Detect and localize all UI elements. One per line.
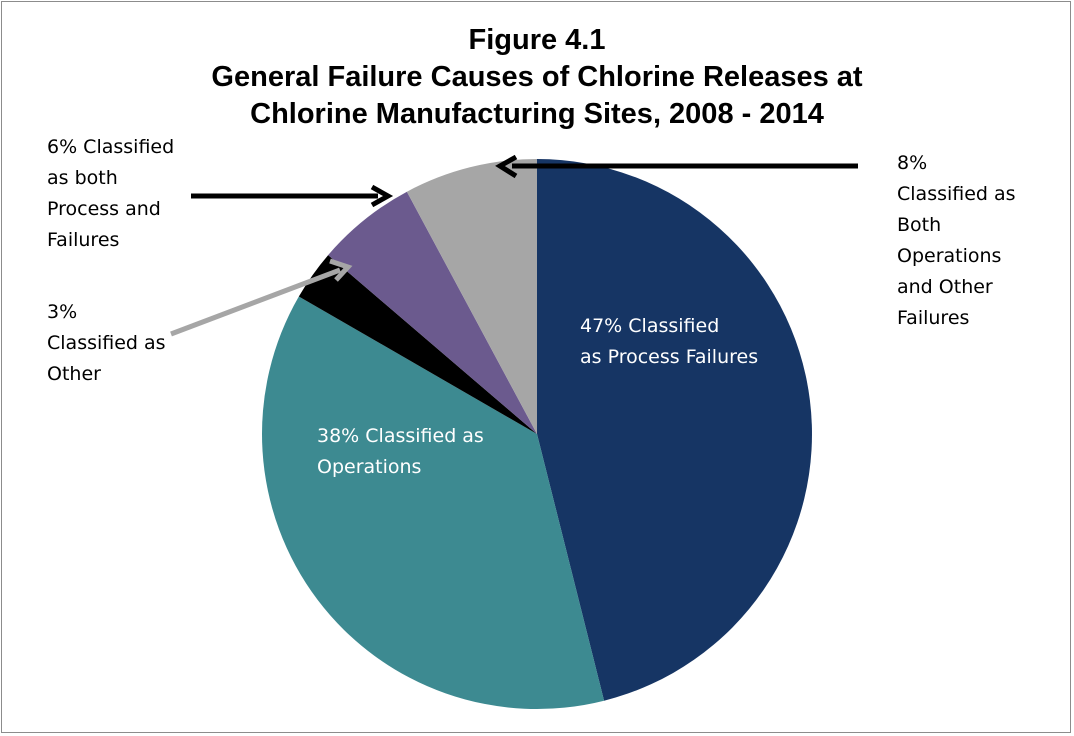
pie-slice-process-failures	[537, 159, 812, 701]
arrow-other-head	[329, 258, 353, 282]
pie-slice-operations	[261, 296, 605, 709]
label-line: 6% Classified	[47, 136, 175, 158]
label-line: 3%	[47, 301, 78, 323]
slice-label-other: 3% Classified as Other	[47, 297, 166, 390]
label-line: Both	[897, 214, 942, 236]
label-line: Operations	[317, 456, 422, 478]
chart-title-line-2: General Failure Causes of Chlorine Relea…	[211, 61, 863, 93]
chart-title-line-1: Figure 4.1	[468, 24, 606, 56]
label-line: 38% Classified as	[317, 425, 484, 447]
label-line: Operations	[897, 245, 1002, 267]
label-line: and Other	[897, 276, 993, 298]
label-line: Classified as	[897, 183, 1016, 205]
label-line: Failures	[47, 229, 120, 251]
label-line: Failures	[897, 307, 970, 329]
arrow-operations-other-head	[495, 154, 518, 179]
label-line: Classified as	[47, 332, 166, 354]
slice-label-operations-and-other: 8% Classified as Both Operations and Oth…	[897, 148, 1016, 334]
slice-label-process-failures: 47% Classified as Process Failures	[580, 311, 758, 373]
chart-title-line-3: Chlorine Manufacturing Sites, 2008 - 201…	[250, 98, 824, 130]
label-line: Process and	[47, 198, 161, 220]
label-line: Other	[47, 363, 101, 385]
label-line: as Process Failures	[580, 346, 759, 368]
slice-label-operations: 38% Classified as Operations	[317, 421, 484, 483]
label-line: as both	[47, 167, 118, 189]
arrow-other-line	[170, 267, 341, 337]
pie-slice-operations-and-other	[406, 159, 537, 434]
arrow-process-failures-head	[370, 184, 394, 208]
label-line: 8%	[897, 152, 928, 174]
label-line: 47% Classified	[580, 315, 720, 337]
pie-slice-other	[298, 255, 537, 434]
slice-label-process-and-failures: 6% Classified as both Process and Failur…	[47, 132, 174, 256]
pie-slice-process-and-failures	[328, 191, 537, 434]
